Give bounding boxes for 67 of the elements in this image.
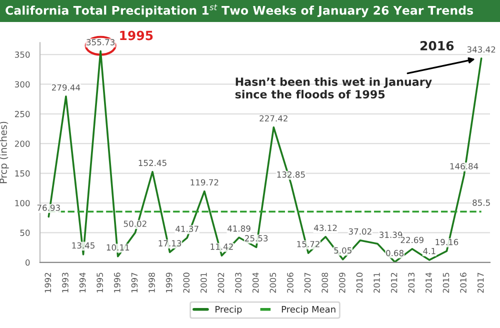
y-tick-label: 350 [15, 52, 30, 58]
x-tick-label: 2000 [183, 272, 190, 293]
data-label: 13.45 [72, 242, 94, 249]
data-label: 10.11 [106, 244, 130, 251]
x-tick-label: 2008 [322, 272, 328, 293]
x-tick-label: 2012 [390, 272, 398, 293]
x-tick-label: 2005 [270, 272, 276, 293]
annotation: 2016 [420, 40, 454, 50]
data-label: 19.16 [436, 238, 458, 246]
x-tick-label: 2013 [408, 272, 415, 293]
data-label: 17.13 [158, 240, 182, 246]
x-tick-label: 2009 [339, 272, 346, 293]
x-tick-label: 1995 [96, 272, 103, 292]
x-tick-label: 2016 [460, 272, 466, 293]
x-tick-label: 1998 [148, 272, 155, 292]
x-tick-label: 1997 [131, 272, 138, 292]
x-tick-label: 2007 [304, 272, 311, 293]
legend-label: Precip [216, 306, 242, 314]
data-label: 279.44 [52, 84, 80, 91]
data-label: 50.02 [124, 220, 146, 227]
text: 1995 [120, 30, 153, 40]
data-label: 4.1 [423, 248, 436, 254]
x-tick-label: 1999 [166, 272, 172, 292]
y-tick-label: 0 [26, 259, 30, 266]
y-tick-label: 50 [20, 230, 30, 236]
y-tick-label: 100 [15, 200, 30, 206]
x-tick-label: 2003 [235, 272, 242, 293]
data-label: 41.89 [228, 225, 250, 232]
data-label: 22.69 [400, 236, 424, 244]
data-label: 146.84 [450, 163, 478, 170]
data-label: 0.68 [386, 250, 404, 256]
data-label: 343.42 [467, 46, 496, 53]
x-tick-label: 2015 [442, 272, 450, 293]
x-tick-label: 2006 [287, 272, 294, 293]
x-tick-label: 1996 [114, 272, 120, 292]
y-tick-label: 150 [15, 170, 30, 177]
x-tick-label: 2004 [252, 272, 259, 293]
data-label: 5.05 [334, 247, 352, 254]
data-label: 227.42 [260, 115, 288, 122]
x-tick-label: 2002 [218, 272, 224, 293]
x-tick-label: 1992 [44, 272, 52, 292]
data-label: 132.85 [277, 171, 305, 178]
data-label: 355.73 [86, 39, 114, 46]
legend-label: Precip Mean [282, 306, 336, 314]
data-label: 119.72 [190, 179, 218, 186]
data-label: 31.39 [380, 232, 402, 238]
x-tick-label: 2011 [374, 272, 380, 293]
data-label: 76.93 [37, 204, 60, 211]
x-tick-label: 1993 [62, 272, 68, 292]
x-tick-label: 2014 [426, 272, 432, 293]
y-tick-label: 250 [14, 110, 30, 118]
data-label: 11.42 [210, 244, 233, 250]
x-tick-label: 2017 [477, 272, 484, 293]
annotation: Hasn’t been this wet in January since the floods of 1995 [235, 77, 432, 98]
data-label: 41.37 [176, 226, 198, 232]
y-tick-label: 300 [15, 81, 30, 88]
y-tick-label: 200 [14, 140, 30, 147]
x-tick-label: 2010 [356, 272, 363, 293]
data-label: 25.53 [245, 235, 268, 242]
x-tick-label: 1994 [79, 272, 86, 292]
chart-title: California Total Precipitation 1$^{st}$ Two Weeks of January 26 Year Trends [6, 4, 474, 18]
data-label: 85.5 [472, 200, 490, 206]
data-label: 43.12 [314, 224, 337, 232]
data-label: 15.72 [297, 240, 320, 248]
data-label: 152.45 [138, 160, 166, 166]
x-tick-label: 2001 [200, 272, 207, 293]
data-label: 37.02 [348, 228, 372, 235]
